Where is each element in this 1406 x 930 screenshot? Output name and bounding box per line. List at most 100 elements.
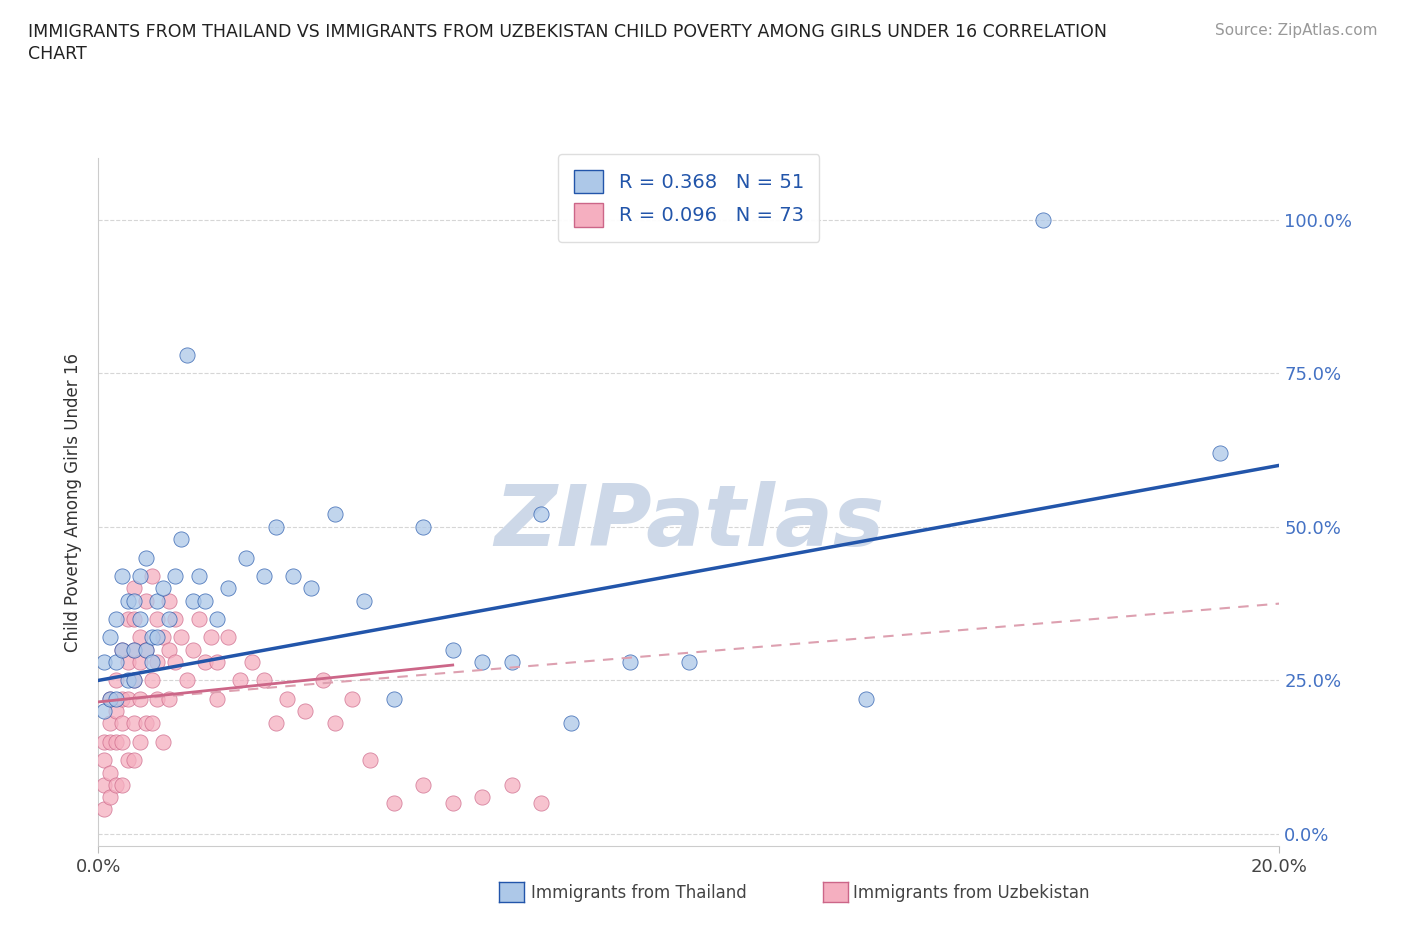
- Point: [323, 507, 346, 522]
- Point: [165, 568, 187, 583]
- Point: [141, 716, 163, 731]
- Point: [530, 507, 553, 522]
- Point: [240, 655, 263, 670]
- Point: [412, 777, 434, 792]
- Point: [157, 612, 180, 627]
- Point: [283, 568, 305, 583]
- Y-axis label: Child Poverty Among Girls Under 16: Child Poverty Among Girls Under 16: [65, 352, 83, 652]
- Point: [146, 612, 169, 627]
- Point: [111, 716, 134, 731]
- Point: [128, 655, 150, 670]
- Point: [98, 691, 121, 706]
- Point: [441, 796, 464, 811]
- Point: [141, 630, 163, 644]
- Point: [181, 643, 204, 658]
- Point: [205, 691, 228, 706]
- Point: [105, 655, 128, 670]
- Point: [501, 655, 523, 670]
- Text: ZIPatlas: ZIPatlas: [494, 482, 884, 565]
- Point: [98, 790, 121, 804]
- Point: [98, 716, 121, 731]
- Point: [200, 630, 222, 644]
- Point: [152, 580, 174, 596]
- Point: [342, 691, 364, 706]
- Point: [117, 753, 139, 768]
- Point: [217, 580, 239, 596]
- Point: [1032, 212, 1054, 227]
- Point: [299, 580, 322, 596]
- Point: [165, 612, 187, 627]
- Point: [122, 612, 145, 627]
- Point: [146, 593, 169, 608]
- Point: [181, 593, 204, 608]
- Point: [412, 519, 434, 534]
- Text: CHART: CHART: [28, 45, 87, 62]
- Point: [176, 347, 198, 362]
- Point: [146, 691, 169, 706]
- Point: [105, 704, 128, 719]
- Point: [93, 777, 115, 792]
- Point: [678, 655, 700, 670]
- Point: [152, 630, 174, 644]
- Point: [117, 673, 139, 688]
- Point: [128, 630, 150, 644]
- Point: [187, 568, 209, 583]
- Point: [128, 735, 150, 750]
- Point: [141, 673, 163, 688]
- Point: [382, 796, 405, 811]
- Point: [135, 550, 157, 565]
- Point: [253, 673, 276, 688]
- Point: [111, 643, 134, 658]
- Point: [560, 716, 582, 731]
- Text: Immigrants from Uzbekistan: Immigrants from Uzbekistan: [853, 884, 1090, 902]
- Point: [294, 704, 316, 719]
- Point: [276, 691, 298, 706]
- Point: [135, 716, 157, 731]
- Point: [105, 691, 128, 706]
- Point: [122, 580, 145, 596]
- Point: [441, 643, 464, 658]
- Point: [855, 691, 877, 706]
- Point: [323, 716, 346, 731]
- Point: [122, 593, 145, 608]
- Point: [122, 673, 145, 688]
- Point: [93, 753, 115, 768]
- Point: [253, 568, 276, 583]
- Legend: R = 0.368   N = 51, R = 0.096   N = 73: R = 0.368 N = 51, R = 0.096 N = 73: [558, 154, 820, 243]
- Point: [205, 655, 228, 670]
- Point: [353, 593, 375, 608]
- Point: [619, 655, 641, 670]
- Point: [105, 777, 128, 792]
- Text: Immigrants from Thailand: Immigrants from Thailand: [531, 884, 747, 902]
- Point: [176, 673, 198, 688]
- Point: [98, 735, 121, 750]
- Point: [170, 532, 193, 547]
- Point: [264, 716, 287, 731]
- Point: [141, 568, 163, 583]
- Point: [93, 704, 115, 719]
- Point: [98, 630, 121, 644]
- Point: [382, 691, 405, 706]
- Point: [111, 568, 134, 583]
- Point: [93, 735, 115, 750]
- Point: [170, 630, 193, 644]
- Point: [122, 753, 145, 768]
- Point: [111, 777, 134, 792]
- Point: [93, 802, 115, 817]
- Point: [117, 691, 139, 706]
- Point: [312, 673, 335, 688]
- Point: [128, 612, 150, 627]
- Point: [471, 655, 494, 670]
- Point: [146, 630, 169, 644]
- Point: [105, 612, 128, 627]
- Point: [128, 691, 150, 706]
- Point: [194, 593, 217, 608]
- Point: [359, 753, 381, 768]
- Point: [165, 655, 187, 670]
- Point: [122, 643, 145, 658]
- Point: [122, 716, 145, 731]
- Point: [501, 777, 523, 792]
- Point: [135, 643, 157, 658]
- Point: [111, 643, 134, 658]
- Point: [93, 655, 115, 670]
